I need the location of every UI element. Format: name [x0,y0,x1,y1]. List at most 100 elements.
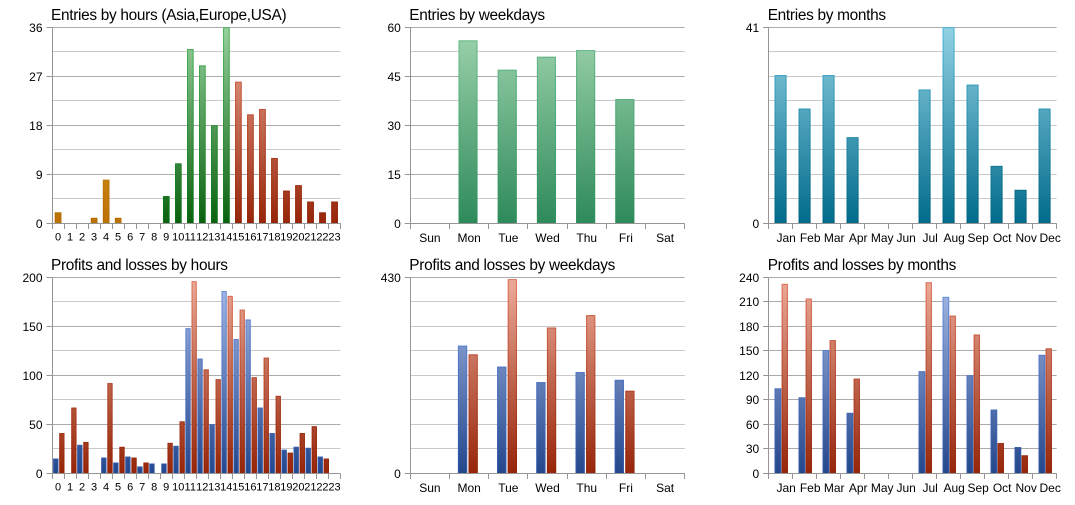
svg-text:150: 150 [22,320,42,334]
svg-text:0: 0 [753,467,760,481]
svg-text:9: 9 [36,168,43,182]
svg-text:30: 30 [387,119,401,133]
svg-text:22: 22 [316,231,328,243]
svg-text:Jan: Jan [776,481,795,495]
svg-text:23: 23 [328,231,340,243]
svg-text:Mar: Mar [824,481,845,495]
svg-text:Mar: Mar [824,231,845,245]
svg-text:8: 8 [151,481,157,493]
svg-text:3: 3 [91,231,97,243]
svg-text:Thu: Thu [576,481,597,495]
svg-text:50: 50 [29,418,43,432]
svg-text:7: 7 [139,481,145,493]
svg-text:Jun: Jun [896,481,915,495]
svg-text:0: 0 [36,217,43,231]
svg-text:16: 16 [244,481,256,493]
svg-text:1: 1 [67,481,73,493]
svg-text:13: 13 [208,231,220,243]
svg-text:Aug: Aug [943,481,964,495]
svg-text:Fri: Fri [619,231,633,245]
svg-text:Mon: Mon [457,481,480,495]
svg-text:Feb: Feb [800,231,821,245]
svg-text:Entries by months: Entries by months [768,7,887,24]
svg-text:Jul: Jul [922,481,937,495]
svg-text:100: 100 [22,369,42,383]
svg-text:60: 60 [387,21,401,35]
svg-text:60: 60 [746,418,760,432]
svg-text:Dec: Dec [1039,481,1060,495]
svg-text:Profits and losses by months: Profits and losses by months [768,257,957,274]
svg-text:Jul: Jul [922,231,937,245]
svg-text:0: 0 [55,231,61,243]
svg-text:11: 11 [185,231,196,243]
svg-text:10: 10 [172,231,184,243]
svg-text:Sat: Sat [656,231,675,245]
svg-text:Mon: Mon [457,231,480,245]
svg-text:20: 20 [292,481,304,493]
svg-text:23: 23 [328,481,340,493]
svg-text:Entries by weekdays: Entries by weekdays [409,7,545,24]
svg-text:120: 120 [739,369,759,383]
svg-text:200: 200 [22,271,42,285]
svg-text:Apr: Apr [849,231,868,245]
svg-text:Feb: Feb [800,481,821,495]
svg-text:4: 4 [103,481,109,493]
svg-text:210: 210 [739,295,759,309]
svg-text:10: 10 [172,481,184,493]
svg-text:90: 90 [746,393,760,407]
svg-text:Sat: Sat [656,481,675,495]
svg-text:15: 15 [387,168,401,182]
svg-text:36: 36 [29,21,43,35]
svg-text:Dec: Dec [1039,231,1060,245]
svg-text:18: 18 [29,119,43,133]
svg-text:12: 12 [196,481,208,493]
svg-text:6: 6 [127,231,133,243]
svg-text:11: 11 [185,481,196,493]
svg-text:8: 8 [151,231,157,243]
svg-text:3: 3 [91,481,97,493]
svg-text:Jun: Jun [896,231,915,245]
svg-text:6: 6 [127,481,133,493]
svg-text:Fri: Fri [619,481,633,495]
svg-text:Profits and losses by hours: Profits and losses by hours [51,257,228,274]
svg-text:21: 21 [304,231,316,243]
svg-text:20: 20 [292,231,304,243]
svg-text:1: 1 [67,231,73,243]
svg-text:May: May [871,231,894,245]
svg-text:16: 16 [244,231,256,243]
svg-text:18: 18 [268,481,280,493]
svg-text:0: 0 [394,217,401,231]
svg-text:19: 19 [280,231,292,243]
svg-text:41: 41 [746,21,760,35]
svg-text:13: 13 [208,481,220,493]
svg-text:240: 240 [739,271,759,285]
svg-text:0: 0 [753,217,760,231]
svg-text:0: 0 [55,481,61,493]
svg-text:Sep: Sep [967,231,989,245]
svg-text:Entries by hours (Asia,Europe,: Entries by hours (Asia,Europe,USA) [51,7,286,24]
svg-text:14: 14 [220,481,232,493]
svg-text:Profits and losses by weekdays: Profits and losses by weekdays [409,257,615,274]
svg-text:17: 17 [256,481,268,493]
svg-text:45: 45 [387,70,401,84]
svg-text:Nov: Nov [1015,481,1036,495]
svg-text:2: 2 [79,481,85,493]
svg-text:18: 18 [268,231,280,243]
svg-text:22: 22 [316,481,328,493]
svg-text:180: 180 [739,320,759,334]
svg-text:0: 0 [36,467,43,481]
svg-text:14: 14 [220,231,232,243]
svg-text:21: 21 [304,481,316,493]
svg-text:Thu: Thu [576,231,597,245]
svg-text:12: 12 [196,231,208,243]
svg-text:Wed: Wed [535,231,559,245]
svg-text:May: May [871,481,894,495]
svg-text:9: 9 [163,231,169,243]
svg-text:17: 17 [256,231,268,243]
svg-text:Oct: Oct [993,231,1012,245]
svg-text:9: 9 [163,481,169,493]
svg-text:15: 15 [232,481,244,493]
svg-text:27: 27 [29,70,43,84]
svg-text:Aug: Aug [943,231,964,245]
svg-text:19: 19 [280,481,292,493]
